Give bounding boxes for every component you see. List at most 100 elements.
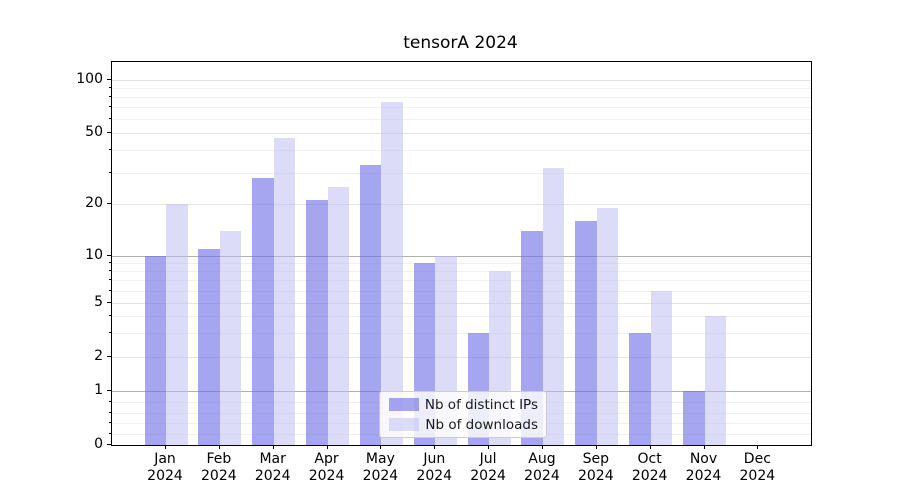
y-tick-mark bbox=[107, 255, 111, 256]
y-tick-mark bbox=[107, 356, 111, 357]
y-tick-label-5: 5 bbox=[94, 294, 103, 310]
x-tick-mark bbox=[219, 445, 220, 449]
y-tick-mark bbox=[107, 203, 111, 204]
gridline bbox=[112, 204, 811, 205]
y-minor-tick-mark bbox=[109, 172, 111, 173]
y-minor-tick-mark bbox=[109, 422, 111, 423]
gridline bbox=[112, 80, 811, 81]
x-tick-mark bbox=[596, 445, 597, 449]
bar-downloads-jan bbox=[166, 204, 188, 445]
x-tick-mark bbox=[327, 445, 328, 449]
bar-downloads-sep bbox=[596, 207, 619, 445]
y-minor-tick-mark bbox=[109, 332, 111, 333]
bar-distinct-ips-sep bbox=[575, 220, 597, 445]
x-tick-label-dec: Dec 2024 bbox=[739, 451, 776, 484]
x-tick-mark bbox=[380, 445, 381, 449]
y-minor-tick-mark bbox=[109, 279, 111, 280]
y-tick-mark bbox=[107, 302, 111, 303]
y-minor-tick-mark bbox=[109, 262, 111, 263]
gridline bbox=[112, 107, 811, 108]
bar-downloads-aug bbox=[542, 167, 565, 445]
y-minor-tick-mark bbox=[109, 87, 111, 88]
bar-downloads-may bbox=[381, 101, 403, 445]
bar-distinct-ips-mar bbox=[252, 177, 274, 445]
gridline bbox=[112, 303, 811, 304]
legend-row-distinct-ips: Nb of distinct IPs bbox=[389, 397, 538, 413]
y-minor-tick-mark bbox=[109, 315, 111, 316]
y-tick-label-10: 10 bbox=[85, 247, 103, 263]
x-tick-label-jun: Jun 2024 bbox=[416, 451, 453, 484]
x-tick-label-feb: Feb 2024 bbox=[201, 451, 237, 484]
plot-area bbox=[111, 61, 812, 446]
x-tick-label-nov: Nov 2024 bbox=[685, 451, 722, 484]
legend: Nb of distinct IPs Nb of downloads bbox=[379, 391, 547, 438]
y-minor-tick-mark bbox=[109, 270, 111, 271]
y-tick-label-2: 2 bbox=[94, 348, 103, 364]
bar-downloads-feb bbox=[219, 230, 242, 445]
y-tick-mark bbox=[107, 79, 111, 80]
x-tick-label-sep: Sep 2024 bbox=[577, 451, 614, 484]
x-tick-label-apr: Apr 2024 bbox=[308, 451, 345, 484]
x-tick-mark bbox=[434, 445, 435, 449]
y-minor-tick-mark bbox=[109, 401, 111, 402]
x-tick-mark bbox=[488, 445, 489, 449]
bar-distinct-ips-nov bbox=[683, 391, 705, 445]
gridline bbox=[112, 291, 811, 292]
legend-row-downloads: Nb of downloads bbox=[389, 417, 538, 433]
y-minor-tick-mark bbox=[109, 149, 111, 150]
gridline bbox=[112, 97, 811, 98]
gridline bbox=[112, 133, 811, 134]
gridline bbox=[112, 263, 811, 264]
legend-label-distinct-ips: Nb of distinct IPs bbox=[424, 396, 538, 413]
y-minor-tick-mark bbox=[109, 96, 111, 97]
y-minor-tick-mark bbox=[109, 118, 111, 119]
y-tick-label-20: 20 bbox=[85, 195, 103, 211]
y-tick-label-1: 1 bbox=[94, 382, 103, 398]
bar-distinct-ips-jan bbox=[144, 256, 166, 445]
y-tick-label-100: 100 bbox=[76, 71, 103, 87]
x-tick-label-aug: Aug 2024 bbox=[524, 451, 560, 484]
gridline bbox=[112, 173, 811, 174]
gridline bbox=[112, 280, 811, 281]
x-tick-mark bbox=[273, 445, 274, 449]
bar-distinct-ips-may bbox=[359, 165, 382, 445]
legend-swatch-downloads bbox=[389, 418, 419, 431]
gridline bbox=[112, 316, 811, 317]
gridline bbox=[112, 271, 811, 272]
bar-distinct-ips-oct bbox=[629, 333, 651, 445]
legend-label-downloads: Nb of downloads bbox=[425, 416, 538, 433]
x-tick-mark bbox=[542, 445, 543, 449]
x-tick-mark bbox=[704, 445, 705, 449]
x-tick-label-oct: Oct 2024 bbox=[631, 451, 668, 484]
y-minor-tick-mark bbox=[109, 412, 111, 413]
y-tick-label-0: 0 bbox=[94, 436, 103, 452]
x-tick-label-jan: Jan 2024 bbox=[147, 451, 183, 484]
bar-downloads-apr bbox=[327, 186, 350, 445]
x-tick-mark bbox=[757, 445, 758, 449]
legend-swatch-distinct-ips bbox=[389, 398, 419, 411]
x-tick-label-may: May 2024 bbox=[362, 451, 399, 484]
bar-downloads-nov bbox=[704, 316, 726, 445]
y-minor-tick-mark bbox=[109, 433, 111, 434]
y-tick-mark bbox=[107, 390, 111, 391]
bar-distinct-ips-apr bbox=[306, 200, 328, 445]
y-tick-label-50: 50 bbox=[85, 124, 103, 140]
x-tick-label-mar: Mar 2024 bbox=[254, 451, 291, 484]
gridline bbox=[112, 88, 811, 89]
gridline bbox=[112, 150, 811, 151]
chart-title: tensorA 2024 bbox=[403, 33, 518, 53]
x-tick-label-jul: Jul 2024 bbox=[470, 451, 506, 484]
bar-distinct-ips-feb bbox=[198, 248, 220, 445]
gridline bbox=[112, 119, 811, 120]
y-tick-mark bbox=[107, 444, 111, 445]
x-tick-mark bbox=[650, 445, 651, 449]
y-minor-tick-mark bbox=[109, 290, 111, 291]
bar-downloads-oct bbox=[650, 290, 673, 445]
gridline bbox=[112, 256, 811, 257]
y-tick-mark bbox=[107, 132, 111, 133]
gridline bbox=[112, 333, 811, 334]
y-minor-tick-mark bbox=[109, 106, 111, 107]
gridline bbox=[112, 357, 811, 358]
bar-downloads-mar bbox=[273, 137, 296, 445]
